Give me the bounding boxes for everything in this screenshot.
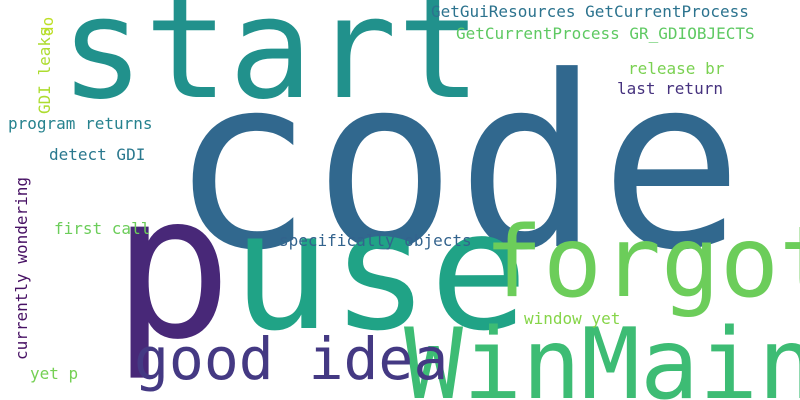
word-use: use	[232, 176, 529, 367]
word-program-returns: program returns	[8, 114, 153, 133]
word-gdi-leaks: GDI leaks	[35, 27, 54, 114]
word-detect-gdi: detect GDI	[49, 145, 146, 164]
word-specifically-objects: specifically objects	[279, 231, 472, 250]
word-code: code	[170, 26, 744, 303]
word-winmain: WinMain	[404, 308, 800, 400]
word-p: p	[112, 151, 233, 384]
word-getguiresources: GetGuiResources GetCurrentProcess	[431, 2, 749, 21]
word-currently-wondering: currently wondering	[12, 176, 31, 360]
word-getcurrentprocess: GetCurrentProcess GR_GDIOBJECTS	[456, 24, 755, 43]
word-yet-p: yet p	[30, 364, 79, 383]
word-do: do	[38, 16, 57, 36]
word-first-call: first call	[54, 219, 151, 238]
word-good-idea: good idea	[134, 325, 449, 393]
word-start: start	[60, 0, 482, 131]
word-release-br: release br	[628, 59, 725, 78]
word-last-return: last return	[617, 79, 723, 98]
word-forgot: forgot	[484, 206, 800, 320]
word-window-yet: window yet	[524, 309, 621, 328]
